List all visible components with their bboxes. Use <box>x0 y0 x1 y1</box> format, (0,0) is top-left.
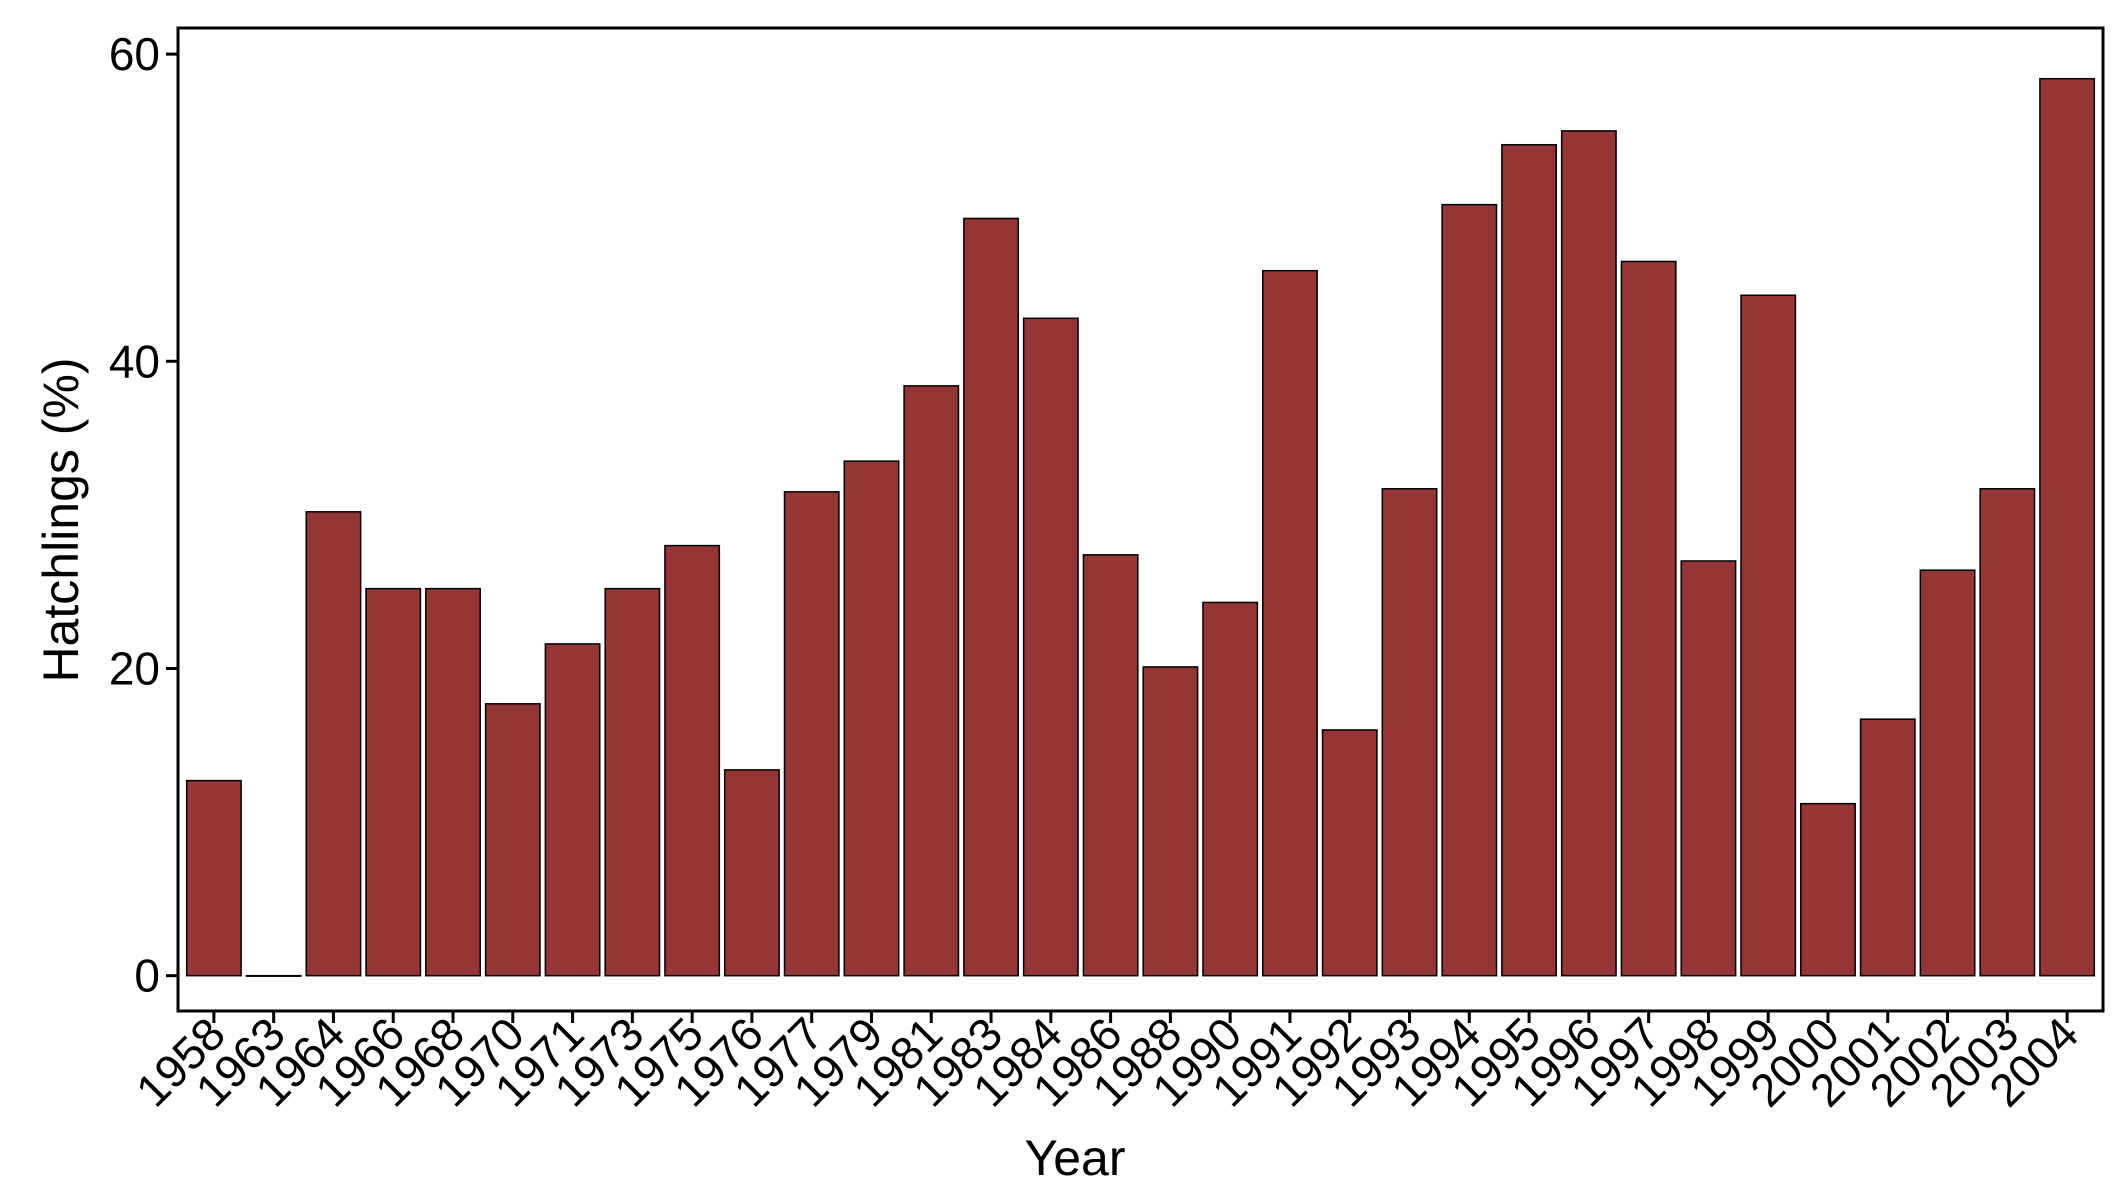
bar-1998 <box>1680 560 1737 977</box>
x-axis-title: Year <box>1024 1130 1125 1186</box>
bar-1979 <box>843 460 900 977</box>
bar-1999 <box>1740 294 1797 977</box>
y-tick-label-20: 20 <box>109 642 160 694</box>
bar-1975 <box>664 544 721 977</box>
bar-1991 <box>1262 269 1318 977</box>
bar-2003 <box>1979 488 2036 977</box>
y-tick-label-60: 60 <box>109 28 160 80</box>
y-axis-title: Hatchlings (%) <box>33 357 89 682</box>
y-tick-label-0: 0 <box>134 950 160 1002</box>
bar-2000 <box>1800 802 1856 977</box>
bar-1968 <box>425 587 481 977</box>
bar-1958 <box>185 779 242 977</box>
y-axis: 0 20 40 60 <box>109 28 178 1002</box>
bar-1993 <box>1381 488 1438 977</box>
bar-1983 <box>963 217 1019 977</box>
bar-1992 <box>1321 729 1378 977</box>
bar-1973 <box>604 587 661 977</box>
bar-1984 <box>1022 317 1079 977</box>
bar-1981 <box>903 385 960 977</box>
bar-1986 <box>1082 554 1139 977</box>
bars-group <box>185 77 2096 977</box>
bar-1970 <box>484 703 541 977</box>
bar-1994 <box>1441 203 1498 977</box>
bar-1971 <box>544 643 601 977</box>
bar-1997 <box>1620 260 1677 977</box>
bar-1966 <box>365 587 422 977</box>
x-axis: 1958196319641966196819701971197319751976… <box>126 1007 2088 1116</box>
bar-1988 <box>1142 666 1199 977</box>
bar-2002 <box>1919 569 1976 977</box>
bar-1976 <box>723 769 780 977</box>
bar-1995 <box>1501 143 1558 977</box>
bar-1977 <box>783 491 840 977</box>
bar-2001 <box>1859 718 1916 977</box>
bar-1996 <box>1560 130 1617 977</box>
bar-1964 <box>305 511 362 977</box>
bar-2004 <box>2039 77 2096 977</box>
bar-1990 <box>1202 601 1259 977</box>
bar-1963 <box>245 974 302 977</box>
plot-frame <box>176 26 2105 1013</box>
y-tick-label-40: 40 <box>109 335 160 387</box>
